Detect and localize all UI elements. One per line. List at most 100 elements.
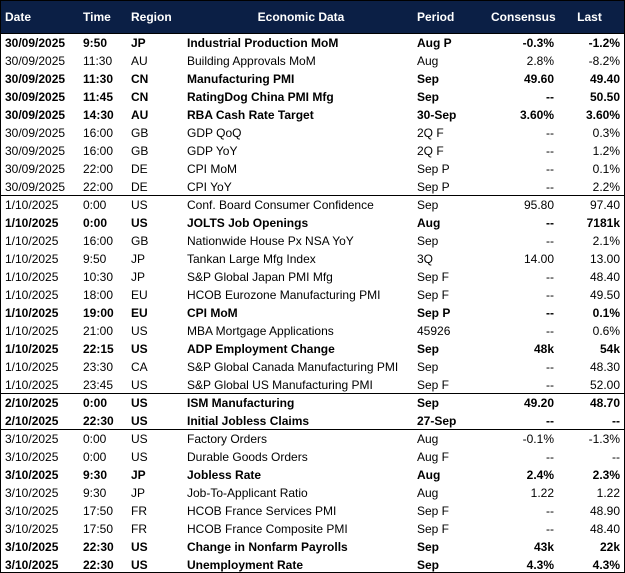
date-cell: 3/10/2025 — [5, 540, 59, 554]
event-row: 3/10/2025 0:00 US Factory Orders Aug -0.1% -1.… — [1, 430, 624, 448]
consensus-cell: -0.3% — [522, 36, 554, 50]
last-cell: 0.1% — [592, 306, 620, 320]
region-cell: FR — [131, 504, 147, 518]
time-cell: 22:00 — [83, 180, 114, 194]
event-row: 3/10/2025 9:30 JP Job-To-Applicant Ratio Aug… — [1, 484, 624, 502]
time-cell: 16:00 — [83, 126, 114, 140]
date-cell: 30/09/2025 — [5, 36, 66, 50]
region-cell: DE — [131, 162, 148, 176]
economic-data-cell: Building Approvals MoM — [187, 54, 316, 68]
last-cell: 22k — [599, 540, 620, 554]
period-cell: Sep P — [417, 180, 450, 194]
time-cell: 10:30 — [83, 270, 114, 284]
date-cell: 30/09/2025 — [5, 162, 66, 176]
event-row: 1/10/2025 10:30 JP S&P Global Japan PMI Mfg… — [1, 268, 624, 286]
time-cell: 16:00 — [83, 144, 114, 158]
date-cell: 3/10/2025 — [5, 432, 59, 446]
region-cell: US — [131, 198, 148, 212]
period-cell: Sep F — [417, 522, 450, 536]
period-cell: Aug — [417, 54, 439, 68]
period-cell: Sep — [417, 198, 439, 212]
time-cell: 22:30 — [83, 540, 114, 554]
time-cell: 11:30 — [83, 72, 114, 86]
last-cell: 0.6% — [592, 324, 620, 338]
last-cell: 48.90 — [589, 504, 620, 518]
last-cell: 7181k — [586, 216, 620, 230]
economic-data-cell: CPI MoM — [187, 306, 238, 320]
region-cell: US — [131, 396, 148, 410]
economic-data-cell: Initial Jobless Claims — [187, 414, 310, 428]
last-cell: 48.40 — [589, 522, 620, 536]
date-cell: 30/09/2025 — [5, 108, 66, 122]
last-cell: 48.40 — [589, 270, 620, 284]
event-row: 30/09/2025 16:00 GB GDP QoQ 2Q F -- 0.3% — [1, 124, 624, 142]
last-cell: 4.3% — [592, 558, 620, 572]
date-cell: 30/09/2025 — [5, 90, 66, 104]
region-cell: JP — [131, 36, 146, 50]
period-cell: 2Q F — [417, 126, 444, 140]
time-cell: 11:30 — [83, 54, 113, 68]
region-cell: CA — [131, 360, 148, 374]
economic-data-cell: MBA Mortgage Applications — [187, 324, 334, 338]
period-cell: Sep — [417, 342, 440, 356]
consensus-cell: 1.22 — [530, 486, 554, 500]
last-cell: 0.3% — [592, 126, 620, 140]
date-cell: 3/10/2025 — [5, 522, 59, 536]
event-row: 1/10/2025 18:00 EU HCOB Eurozone Manufactur… — [1, 286, 624, 304]
region-cell: US — [131, 324, 148, 338]
period-cell: Aug — [417, 432, 439, 446]
region-cell: AU — [131, 108, 149, 122]
period-cell: Sep F — [417, 270, 450, 284]
last-cell: 2.3% — [592, 468, 620, 482]
last-cell: 52.00 — [589, 378, 620, 392]
time-cell: 16:00 — [83, 234, 114, 248]
consensus-cell: 3.60% — [519, 108, 554, 122]
economic-data-cell: Nationwide House Px NSA YoY — [187, 234, 354, 248]
period-cell: 30-Sep — [417, 108, 457, 122]
time-cell: 22:30 — [83, 558, 114, 572]
time-cell: 0:00 — [83, 216, 108, 230]
event-row: 1/10/2025 23:30 CA S&P Global Canada Manufa… — [1, 358, 624, 376]
economic-data-cell: CPI MoM — [187, 162, 238, 176]
time-cell: 21:00 — [83, 324, 114, 338]
region-cell: US — [131, 432, 148, 446]
date-cell: 30/09/2025 — [5, 144, 66, 158]
economic-data-cell: Industrial Production MoM — [187, 36, 339, 50]
consensus-cell: -- — [546, 270, 554, 284]
economic-data-cell: ADP Employment Change — [187, 342, 335, 356]
date-cell: 1/10/2025 — [5, 306, 59, 320]
region-cell: US — [131, 450, 148, 464]
date-cell: 1/10/2025 — [5, 324, 59, 338]
event-row: 1/10/2025 0:00 US JOLTS Job Openings Aug -- 71… — [1, 214, 624, 232]
last-cell: -- — [612, 450, 620, 464]
last-cell: -1.3% — [588, 432, 620, 446]
economic-data-cell: Factory Orders — [187, 432, 268, 446]
header-row: Date Time Region Economic Data Period Consens… — [1, 1, 624, 34]
economic-data-cell: GDP QoQ — [187, 126, 242, 140]
period-cell: Aug P — [417, 36, 452, 50]
last-cell: -- — [612, 414, 620, 428]
time-cell: 0:00 — [83, 450, 107, 464]
last-cell: 2.1% — [592, 234, 620, 248]
region-cell: GB — [131, 234, 149, 248]
period-cell: Sep F — [417, 504, 450, 518]
event-row: 3/10/2025 17:50 FR HCOB France Services PMI… — [1, 502, 624, 520]
consensus-cell: -- — [546, 144, 554, 158]
economic-data-cell: Conf. Board Consumer Confidence — [187, 198, 374, 212]
consensus-cell: -- — [546, 360, 554, 374]
economic-data-cell: GDP YoY — [187, 144, 238, 158]
date-cell: 30/09/2025 — [5, 126, 66, 140]
economic-data-cell: CPI YoY — [187, 180, 232, 194]
economic-data-cell: ISM Manufacturing — [187, 396, 295, 410]
column-header: Period — [417, 10, 455, 24]
economic-data-cell: Unemployment Rate — [187, 558, 304, 572]
date-cell: 3/10/2025 — [5, 558, 59, 572]
group-separator — [1, 393, 624, 394]
consensus-cell: -- — [546, 306, 554, 320]
economic-data-cell: RBA Cash Rate Target — [187, 108, 314, 122]
time-cell: 14:30 — [83, 108, 114, 122]
period-cell: Sep — [417, 72, 440, 86]
region-cell: US — [131, 414, 148, 428]
event-row: 3/10/2025 22:30 US Unemployment Rate Sep 4.3%… — [1, 556, 624, 572]
